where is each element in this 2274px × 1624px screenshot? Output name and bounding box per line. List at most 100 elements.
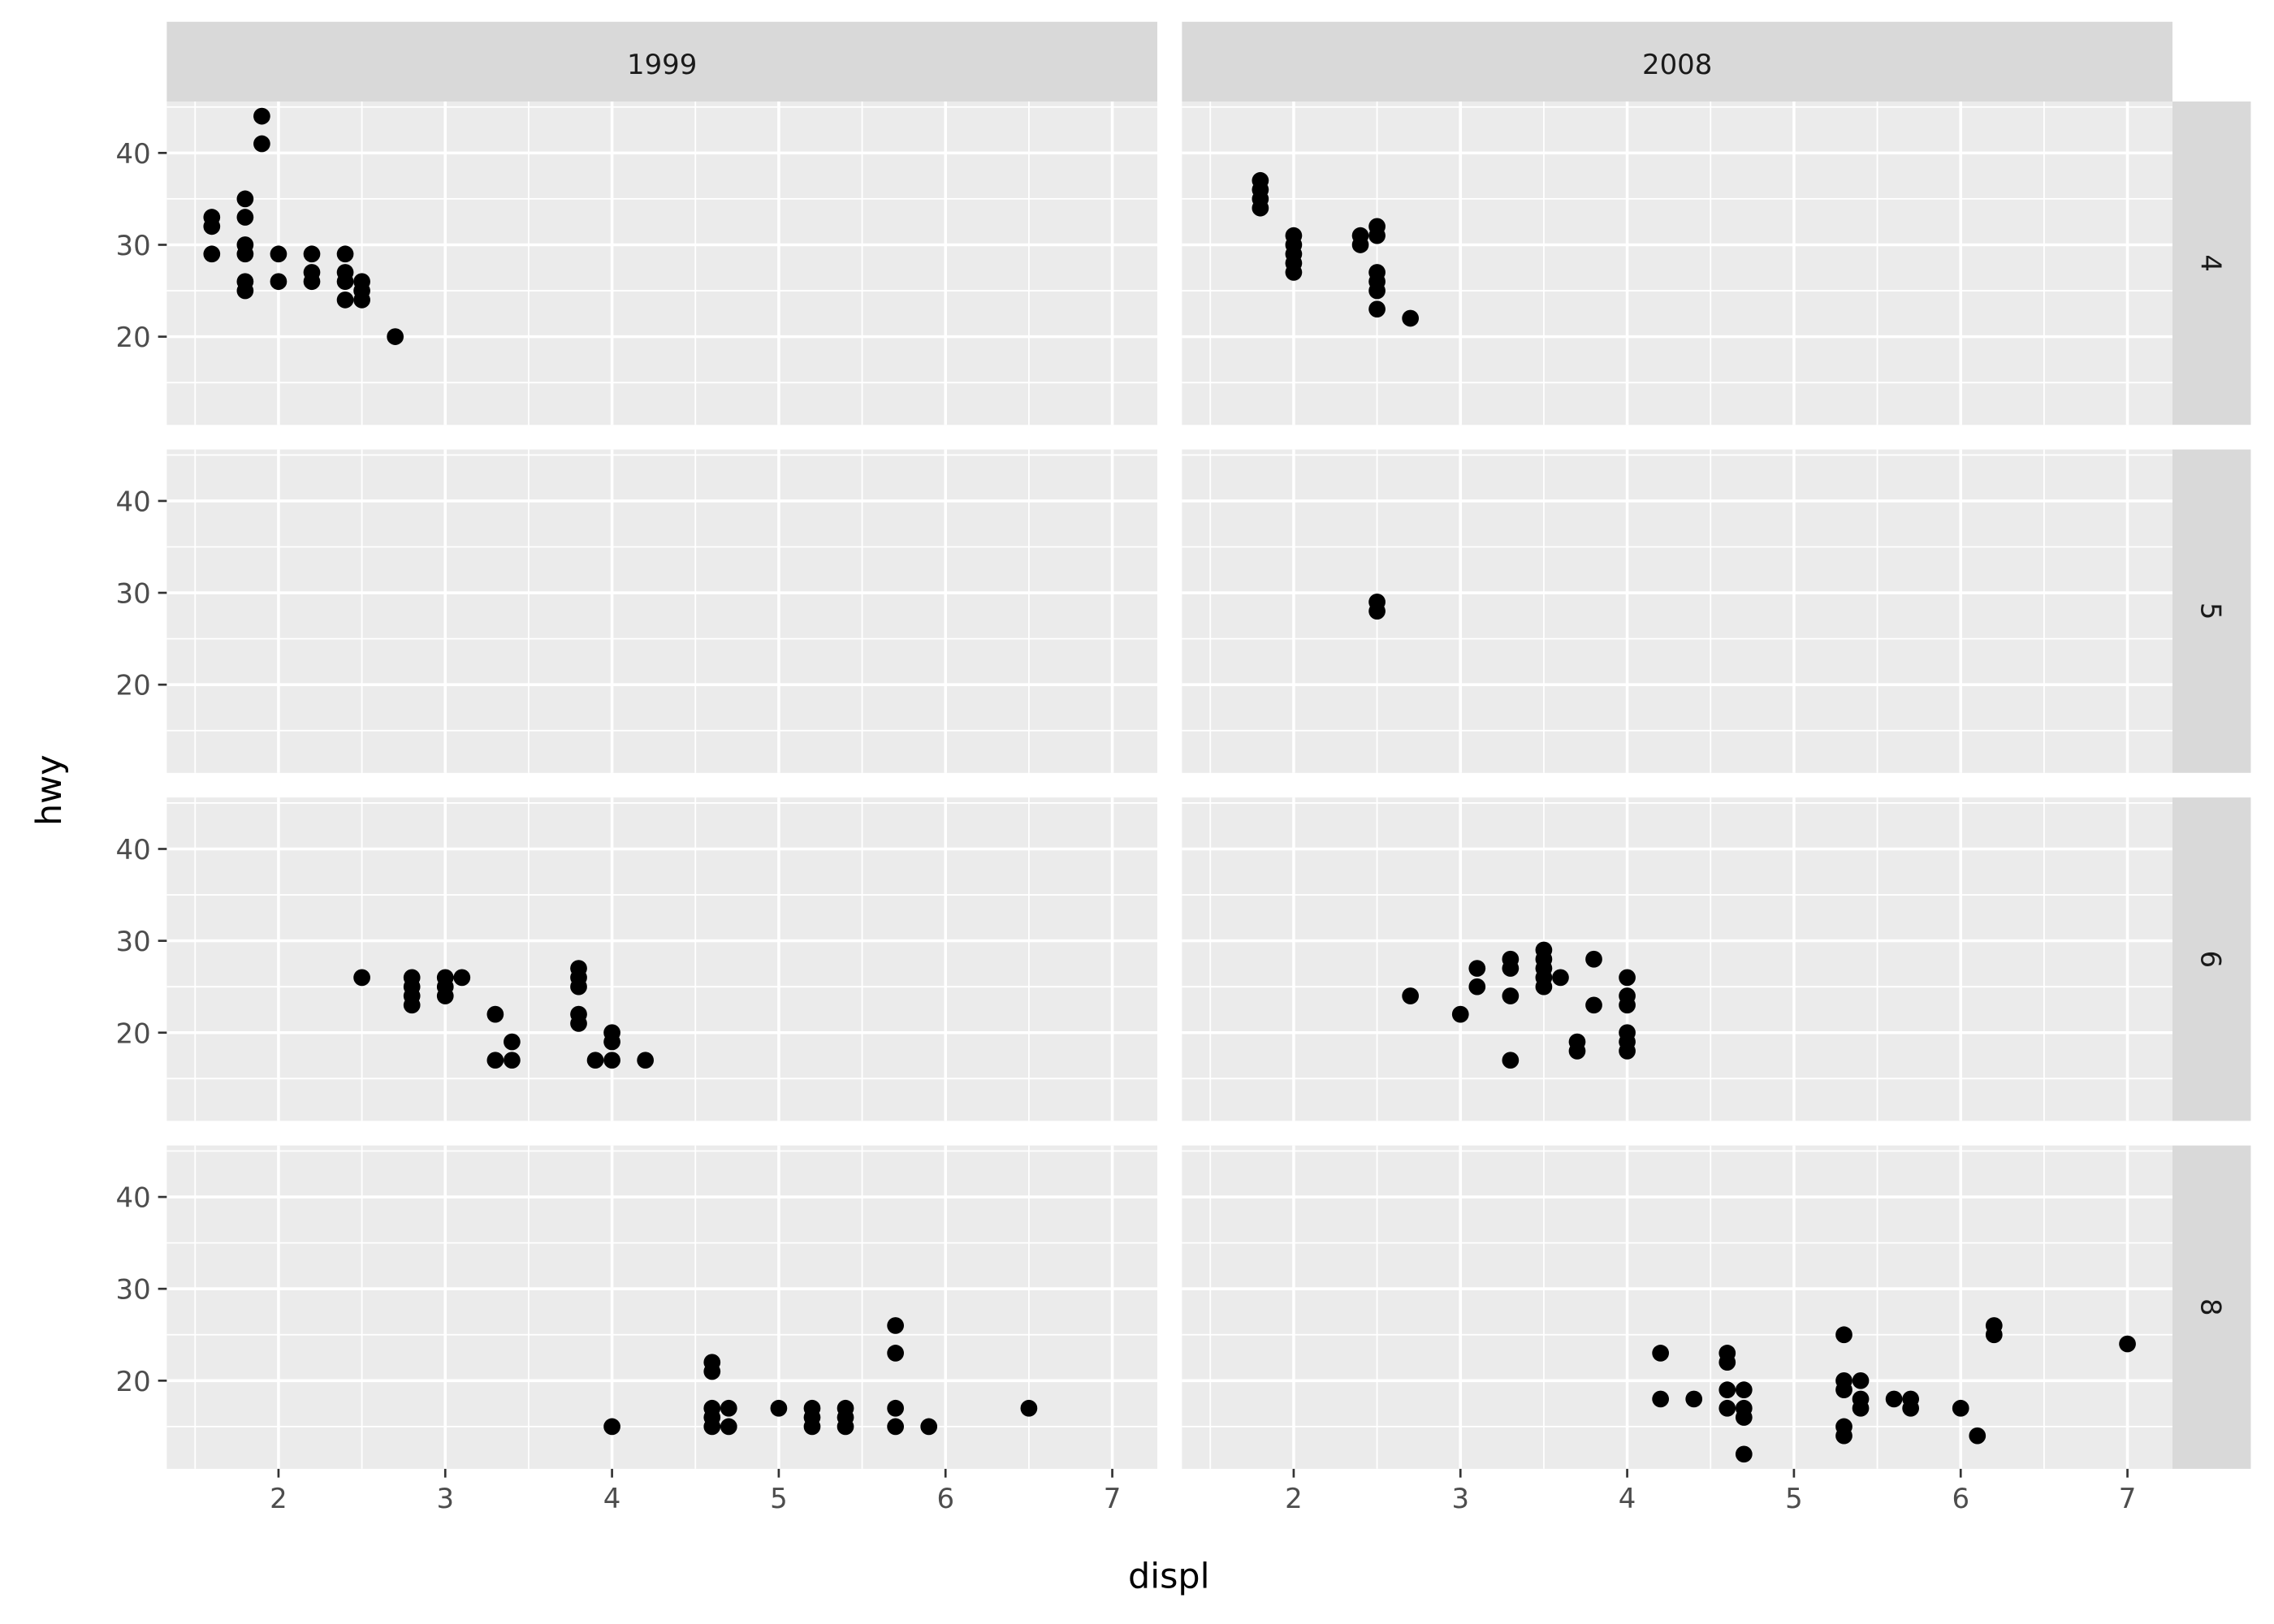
data-point	[1585, 996, 1602, 1014]
data-point	[270, 273, 287, 291]
data-point	[720, 1399, 737, 1417]
data-point	[353, 292, 370, 309]
data-point	[770, 1399, 788, 1417]
panel-background	[166, 797, 1157, 1121]
data-point	[486, 1052, 504, 1069]
data-point	[504, 1052, 521, 1069]
data-point	[586, 1052, 604, 1069]
data-point	[1468, 978, 1486, 996]
data-point	[720, 1418, 737, 1436]
y-tick-label: 20	[116, 322, 151, 353]
data-point	[1368, 227, 1386, 244]
data-point	[336, 292, 354, 309]
x-tick-label: 3	[1451, 1483, 1469, 1514]
data-point	[1535, 978, 1553, 996]
data-point	[253, 107, 270, 125]
data-point	[887, 1418, 904, 1436]
x-tick-label: 5	[770, 1483, 788, 1514]
data-point	[203, 245, 221, 263]
x-tick-label: 3	[436, 1483, 454, 1514]
y-tick-label: 30	[116, 926, 151, 957]
data-point	[887, 1399, 904, 1417]
panel	[166, 1145, 1157, 1469]
column-strip-label: 2008	[1642, 49, 1712, 80]
data-point	[570, 1015, 587, 1032]
column-strip-label: 1999	[627, 49, 697, 80]
data-point	[253, 135, 270, 153]
data-point	[570, 978, 587, 996]
data-point	[803, 1418, 821, 1436]
x-tick-label: 6	[1952, 1483, 1969, 1514]
data-point	[603, 1052, 620, 1069]
data-point	[1619, 1043, 1636, 1060]
row-strip-label: 5	[2195, 603, 2227, 620]
y-tick-label: 20	[116, 1017, 151, 1049]
data-point	[920, 1418, 938, 1436]
data-point	[236, 190, 254, 208]
data-point	[1652, 1345, 1670, 1362]
data-point	[236, 209, 254, 226]
data-point	[1451, 1005, 1469, 1023]
x-tick-label: 4	[603, 1483, 621, 1514]
row-strip	[2172, 102, 2251, 425]
panel-background	[166, 449, 1157, 773]
data-point	[353, 969, 370, 987]
data-point	[1351, 236, 1369, 253]
row-strip-label: 4	[2195, 254, 2227, 272]
y-axis-title: hwy	[29, 754, 70, 826]
data-point	[1835, 1381, 1852, 1398]
data-point	[1020, 1399, 1038, 1417]
data-point	[1952, 1399, 1969, 1417]
y-tick-label: 30	[116, 230, 151, 261]
data-point	[1402, 309, 1420, 327]
panel	[1182, 797, 2172, 1121]
row-strip	[2172, 449, 2251, 773]
data-point	[1619, 996, 1636, 1014]
data-point	[387, 328, 404, 345]
panel-background	[166, 1145, 1157, 1469]
column-strip	[1182, 21, 2172, 102]
data-point	[1502, 987, 1520, 1004]
y-tick-label: 40	[116, 138, 151, 170]
y-tick-label: 40	[116, 834, 151, 866]
data-point	[1852, 1371, 1870, 1389]
data-point	[2119, 1335, 2136, 1353]
row-strip	[2172, 797, 2251, 1121]
panel	[1182, 1145, 2172, 1469]
data-point	[403, 996, 421, 1014]
data-point	[1285, 264, 1303, 281]
data-point	[336, 273, 354, 291]
data-point	[1718, 1381, 1736, 1398]
y-tick-label: 40	[116, 486, 151, 517]
data-point	[1902, 1399, 1919, 1417]
panel-background	[1182, 1145, 2172, 1469]
panel	[166, 797, 1157, 1121]
data-point	[1368, 603, 1386, 620]
x-tick-label: 2	[1285, 1483, 1303, 1514]
x-tick-label: 5	[1785, 1483, 1803, 1514]
y-tick-label: 20	[116, 1366, 151, 1397]
data-point	[303, 273, 321, 291]
data-point	[303, 245, 321, 263]
data-point	[1568, 1043, 1586, 1060]
data-point	[887, 1345, 904, 1362]
data-point	[236, 245, 254, 263]
data-point	[486, 1005, 504, 1023]
panel	[1182, 449, 2172, 773]
data-point	[453, 969, 471, 987]
data-point	[887, 1317, 904, 1334]
column-strip	[166, 21, 1157, 102]
x-tick-label: 7	[2119, 1483, 2137, 1514]
data-point	[1368, 282, 1386, 300]
data-point	[1735, 1409, 1753, 1426]
y-tick-label: 30	[116, 1274, 151, 1306]
panel-background	[166, 102, 1157, 425]
x-tick-label: 7	[1104, 1483, 1122, 1514]
panel	[166, 102, 1157, 425]
data-point	[1835, 1427, 1852, 1445]
data-point	[1852, 1399, 1870, 1417]
data-point	[603, 1418, 620, 1436]
data-point	[504, 1033, 521, 1051]
row-strip-label: 8	[2195, 1298, 2227, 1316]
